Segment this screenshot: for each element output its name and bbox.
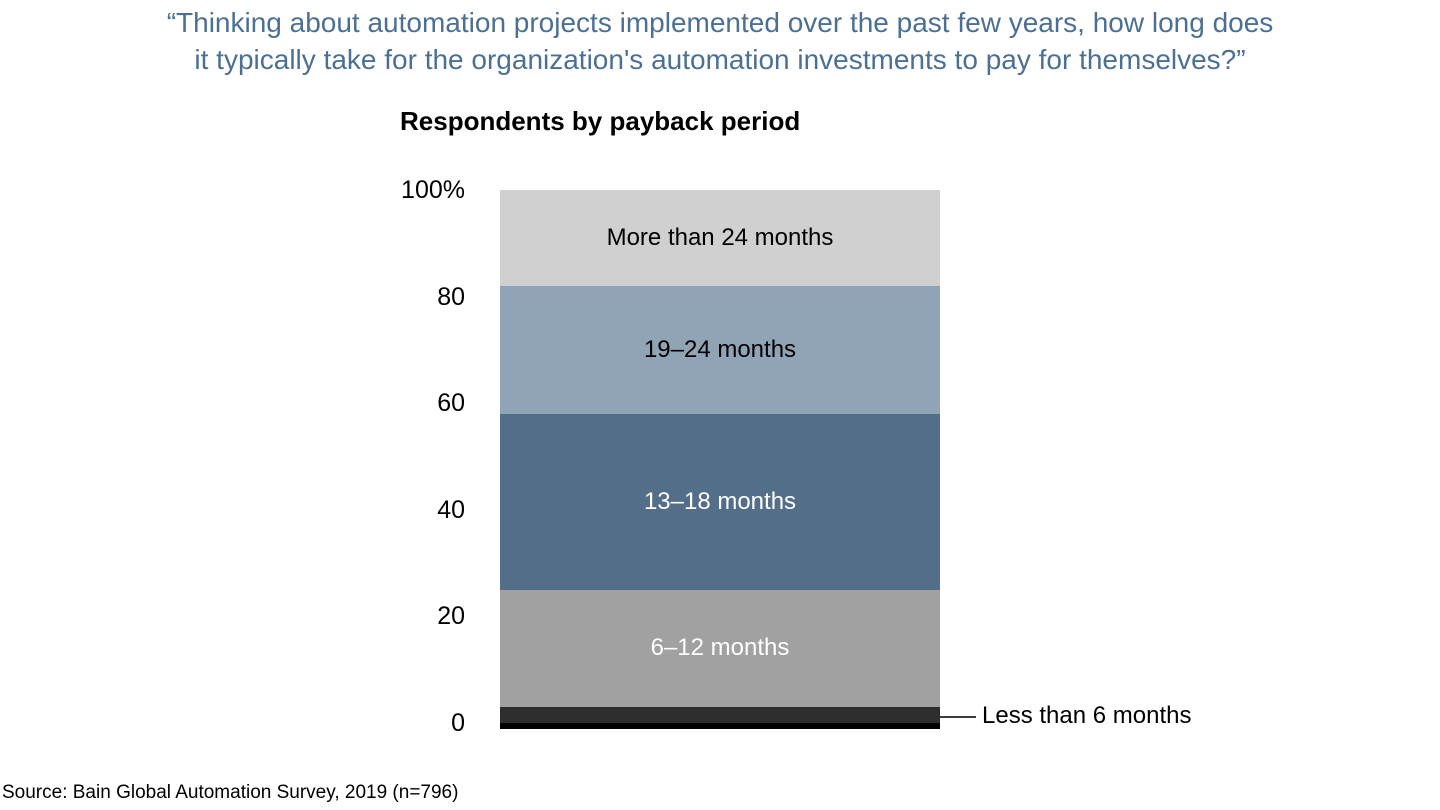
y-tick-label: 80 xyxy=(437,282,465,311)
source-note: Source: Bain Global Automation Survey, 2… xyxy=(2,782,459,803)
y-tick-label: 20 xyxy=(437,602,465,631)
segment-6-12-months: 6–12 months xyxy=(500,589,940,707)
question-title-line2: it typically take for the organization's… xyxy=(194,44,1246,75)
segment-less-than-6-months xyxy=(500,706,940,723)
question-title: “Thinking about automation projects impl… xyxy=(0,4,1440,78)
chart-title: Respondents by payback period xyxy=(400,106,801,136)
segment-more-than-24-months: More than 24 months xyxy=(500,190,940,286)
y-tick-label: 0 xyxy=(451,709,465,737)
segment-label: 6–12 months xyxy=(650,634,790,662)
y-tick-label: 40 xyxy=(437,495,465,524)
y-tick-label: 60 xyxy=(437,389,465,418)
stacked-bar: More than 24 months 19–24 months 13–18 mon… xyxy=(500,190,940,723)
segment-label: 19–24 months xyxy=(643,335,797,363)
y-axis: 100% 80 60 40 20 0 xyxy=(340,176,465,737)
segment-13-18-months: 13–18 months xyxy=(500,413,940,590)
segment-label: 13–18 months xyxy=(643,487,797,515)
question-title-line1: “Thinking about automation projects impl… xyxy=(166,7,1274,38)
callout-leader-line xyxy=(940,716,976,718)
callout-label-less-than-6-months: Less than 6 months xyxy=(982,702,1192,729)
segment-label: More than 24 months xyxy=(606,223,834,251)
y-tick-label: 100% xyxy=(401,176,465,204)
segment-19-24-months: 19–24 months xyxy=(500,285,940,414)
x-axis-line xyxy=(500,723,940,729)
